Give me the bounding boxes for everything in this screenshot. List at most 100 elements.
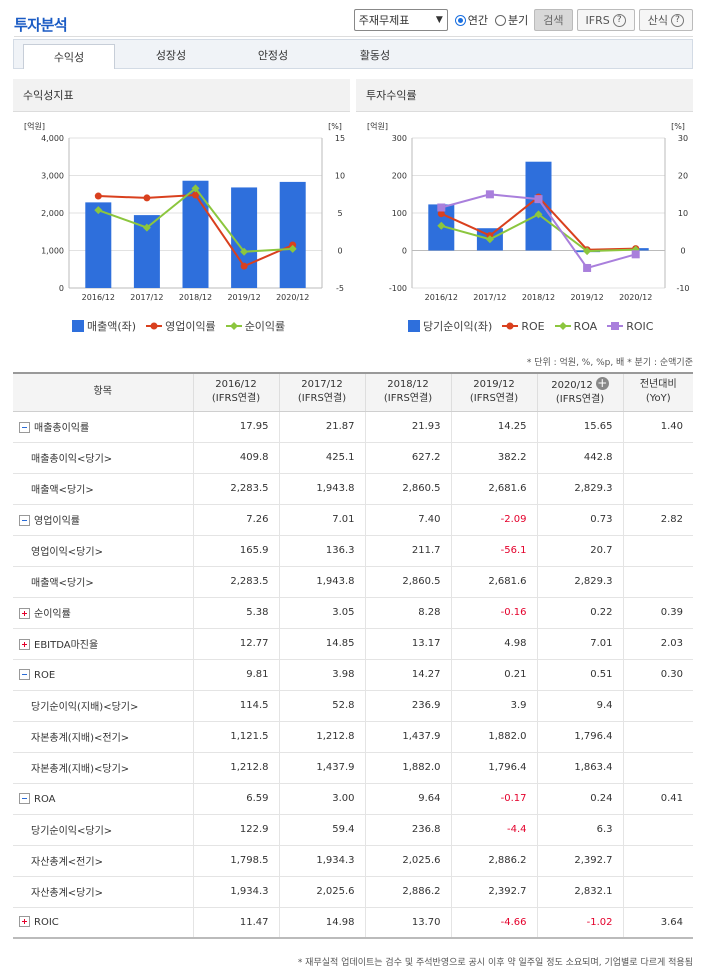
table-row: 매출총이익<당기> 409.8 425.1 627.2 382.2 442.8 bbox=[13, 442, 693, 474]
value-cell: 0.73 bbox=[536, 504, 623, 536]
table-row: 영업이익<당기> 165.9 136.3 211.7 -56.1 20.7 bbox=[13, 535, 693, 567]
x-tick-label: 2019/12 bbox=[227, 293, 260, 302]
expand-icon[interactable] bbox=[19, 916, 30, 928]
left-tick-label: 4,000 bbox=[41, 134, 64, 143]
value-cell: 0.51 bbox=[536, 659, 623, 691]
row-label-cell: EBITDA마진율 bbox=[13, 628, 193, 660]
value-cell: 165.9 bbox=[192, 535, 279, 567]
row-label: ROE bbox=[34, 669, 56, 681]
right-tick-label: 0 bbox=[680, 247, 685, 256]
column-header-sublabel: (IFRS연결) bbox=[469, 393, 519, 405]
value-cell: 409.8 bbox=[192, 442, 279, 474]
radio-quarter-dot[interactable] bbox=[495, 14, 507, 26]
legend-label: ROA bbox=[573, 319, 598, 333]
table-row: ROE 9.81 3.98 14.27 0.21 0.51 0.30 bbox=[13, 659, 693, 691]
value-cell bbox=[622, 814, 693, 846]
formula-button[interactable]: 산식? bbox=[638, 9, 693, 31]
add-column-icon[interactable]: + bbox=[595, 376, 609, 391]
collapse-icon[interactable] bbox=[19, 668, 30, 680]
legend-item[interactable]: ROA bbox=[554, 319, 598, 333]
tab-activity[interactable]: 활동성 bbox=[329, 40, 421, 69]
legend-item[interactable]: 매출액(좌) bbox=[72, 318, 136, 334]
collapse-icon[interactable] bbox=[19, 422, 30, 433]
value-cell: -56.1 bbox=[450, 535, 537, 567]
radio-annual[interactable]: 연간 bbox=[454, 12, 488, 28]
legend-item[interactable]: ROIC bbox=[607, 320, 653, 333]
radio-annual-dot[interactable] bbox=[454, 14, 466, 26]
ifrs-button[interactable]: IFRS? bbox=[576, 9, 635, 31]
row-label: 매출액<당기> bbox=[31, 578, 94, 589]
value-cell: -0.17 bbox=[450, 783, 537, 815]
row-label-cell: 자산총계<전기> bbox=[13, 845, 193, 877]
expand-icon[interactable] bbox=[19, 608, 30, 619]
value-cell: 14.85 bbox=[278, 628, 365, 660]
column-header-label: 2017/12 bbox=[301, 379, 343, 391]
value-cell: 382.2 bbox=[450, 442, 537, 474]
value-cell: 1,943.8 bbox=[278, 566, 365, 598]
row-label-cell: 매출액<당기> bbox=[13, 566, 193, 598]
financial-table: 항목 2016/12 (IFRS연결) 2017/12 (IFRS연결) 2018/12 (… bbox=[13, 372, 693, 939]
value-cell: 0.22 bbox=[536, 597, 623, 629]
value-cell bbox=[622, 535, 693, 567]
tab-stability[interactable]: 안정성 bbox=[227, 40, 319, 69]
statement-select-value: 주재무제표 bbox=[358, 14, 410, 27]
point bbox=[437, 203, 446, 212]
value-cell: 2,025.6 bbox=[364, 845, 451, 877]
right-tick-label: 15 bbox=[335, 134, 345, 143]
value-cell: 14.27 bbox=[364, 659, 451, 691]
tab-bar: 수익성 성장성 안정성 활동성 bbox=[13, 39, 693, 69]
controls-bar: 주재무제표 ▼ 연간 분기 검색 IFRS? 산식? bbox=[353, 9, 693, 31]
row-label-cell: 영업이익<당기> bbox=[13, 535, 193, 567]
column-header-label: 2019/12 bbox=[473, 379, 515, 391]
value-cell: 2,283.5 bbox=[192, 566, 279, 598]
value-cell: 0.41 bbox=[622, 783, 693, 815]
left-axis-unit: [억원] bbox=[24, 121, 45, 131]
legend-label: 순이익률 bbox=[244, 320, 286, 333]
left-panel-title: 수익성지표 bbox=[23, 89, 74, 102]
legend-item[interactable]: 순이익률 bbox=[225, 318, 286, 334]
column-header-label: 2018/12 bbox=[387, 379, 429, 391]
row-label-cell: 자산총계<당기> bbox=[13, 876, 193, 908]
legend-item[interactable]: 영업이익률 bbox=[146, 318, 216, 334]
table-row: 당기순이익<당기> 122.9 59.4 236.8 -4.4 6.3 bbox=[13, 814, 693, 846]
table-row: 매출총이익률 17.95 21.87 21.93 14.25 15.65 1.40 bbox=[13, 411, 693, 443]
value-cell: 1,437.9 bbox=[364, 721, 451, 753]
column-header: 항목 bbox=[13, 372, 193, 412]
legend-dot bbox=[611, 322, 620, 330]
point bbox=[240, 247, 249, 256]
value-cell: 236.8 bbox=[364, 814, 451, 846]
profitability-legend: 매출액(좌) 영업이익률 순이익률 bbox=[72, 318, 285, 334]
value-cell: 1.40 bbox=[622, 411, 693, 443]
legend-dot bbox=[558, 322, 567, 330]
legend-dot bbox=[229, 322, 238, 330]
radio-quarter[interactable]: 분기 bbox=[495, 12, 528, 28]
value-cell bbox=[622, 876, 693, 908]
value-cell: 9.64 bbox=[364, 783, 451, 815]
collapse-icon[interactable] bbox=[19, 792, 30, 804]
row-label: ROA bbox=[34, 793, 56, 805]
value-cell: 2,860.5 bbox=[364, 566, 451, 598]
row-label: 순이익률 bbox=[34, 609, 71, 620]
statement-select[interactable]: 주재무제표 ▼ bbox=[353, 9, 448, 31]
value-cell bbox=[622, 845, 693, 877]
row-label: 당기순이익(지배)<당기> bbox=[31, 702, 139, 713]
collapse-icon[interactable] bbox=[19, 515, 30, 526]
value-cell: 6.3 bbox=[536, 814, 623, 846]
point bbox=[94, 206, 103, 215]
tab-profitability[interactable]: 수익성 bbox=[23, 44, 115, 69]
expand-icon[interactable] bbox=[19, 639, 30, 650]
x-tick-label: 2017/12 bbox=[130, 293, 163, 302]
point bbox=[485, 190, 494, 199]
left-tick-label: 3,000 bbox=[41, 172, 64, 181]
legend-item[interactable]: ROE bbox=[502, 320, 545, 333]
value-cell: 1,437.9 bbox=[278, 752, 365, 784]
legend-item[interactable]: 당기순이익(좌) bbox=[408, 318, 492, 334]
x-tick-label: 2019/12 bbox=[570, 293, 603, 302]
table-body: 매출총이익률 17.95 21.87 21.93 14.25 15.65 1.40 매출총이익… bbox=[13, 411, 693, 939]
value-cell: 7.26 bbox=[192, 504, 279, 536]
tab-growth[interactable]: 성장성 bbox=[125, 40, 217, 69]
radio-quarter-label: 분기 bbox=[508, 14, 529, 27]
search-button[interactable]: 검색 bbox=[534, 9, 573, 31]
value-cell: 236.9 bbox=[364, 690, 451, 722]
value-cell: 2,886.2 bbox=[450, 845, 537, 877]
